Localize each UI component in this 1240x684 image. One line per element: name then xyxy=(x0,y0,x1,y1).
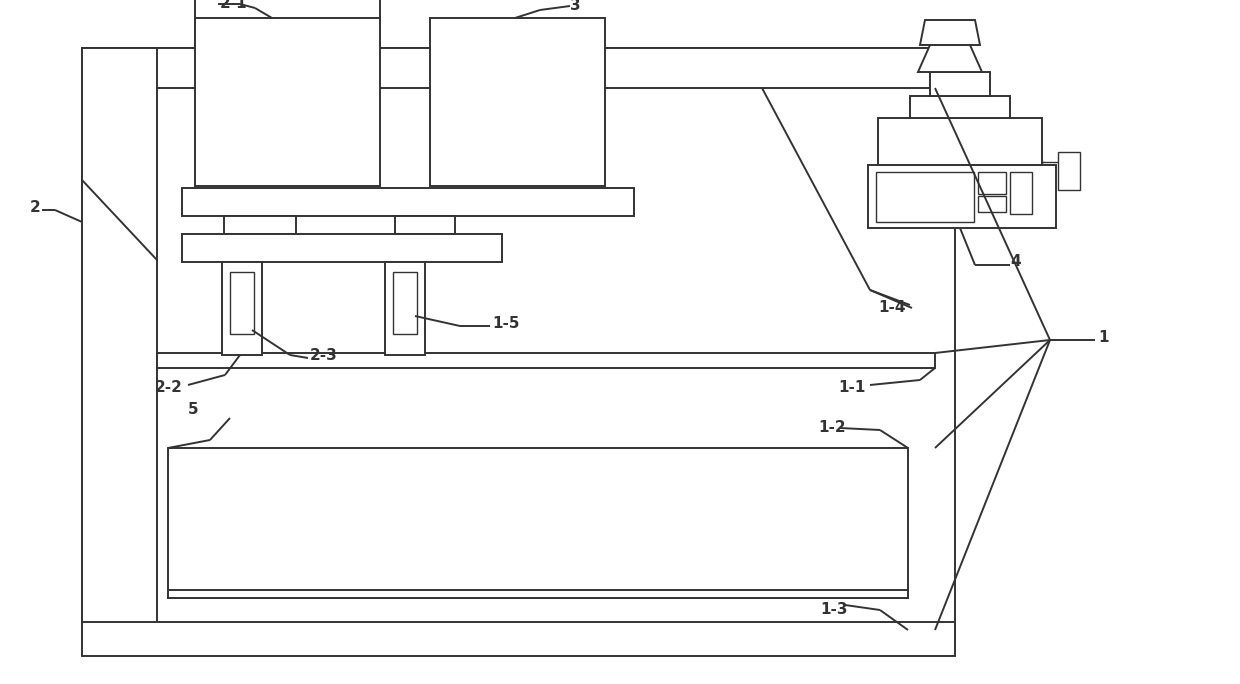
Bar xyxy=(393,272,417,334)
Text: 1-4: 1-4 xyxy=(878,300,905,315)
Bar xyxy=(157,353,935,368)
Text: 5: 5 xyxy=(188,402,198,417)
Bar xyxy=(878,118,1042,165)
Bar xyxy=(82,48,955,640)
Text: 2-1: 2-1 xyxy=(219,0,248,12)
Bar xyxy=(182,188,634,216)
Bar xyxy=(875,172,973,222)
Text: 1-3: 1-3 xyxy=(820,603,847,618)
Text: 2: 2 xyxy=(30,200,41,215)
Text: 1-1: 1-1 xyxy=(838,380,866,395)
Text: 2-2: 2-2 xyxy=(155,380,182,395)
Bar xyxy=(195,18,379,186)
Bar xyxy=(396,216,455,234)
Polygon shape xyxy=(920,20,980,45)
Text: 4: 4 xyxy=(1011,254,1021,269)
Bar xyxy=(978,196,1006,212)
Bar xyxy=(384,262,425,355)
Bar xyxy=(1011,172,1032,214)
Bar xyxy=(1058,152,1080,190)
Bar xyxy=(224,216,296,234)
Bar xyxy=(978,172,1006,194)
Text: 2-3: 2-3 xyxy=(310,349,337,363)
Bar xyxy=(868,165,1056,228)
Bar xyxy=(930,72,990,96)
Polygon shape xyxy=(918,45,982,72)
Bar xyxy=(82,622,955,656)
Text: 3: 3 xyxy=(570,0,580,14)
Bar xyxy=(229,272,254,334)
Text: 1: 1 xyxy=(1097,330,1109,345)
Bar xyxy=(167,590,908,598)
Text: 1-2: 1-2 xyxy=(818,421,846,436)
Bar xyxy=(195,0,379,48)
Bar xyxy=(182,234,502,262)
Bar xyxy=(167,448,908,598)
Bar xyxy=(430,18,605,186)
Bar xyxy=(82,48,955,88)
Bar xyxy=(910,96,1011,118)
Bar xyxy=(82,48,157,640)
Text: 1-5: 1-5 xyxy=(492,317,520,332)
Bar xyxy=(222,262,262,355)
